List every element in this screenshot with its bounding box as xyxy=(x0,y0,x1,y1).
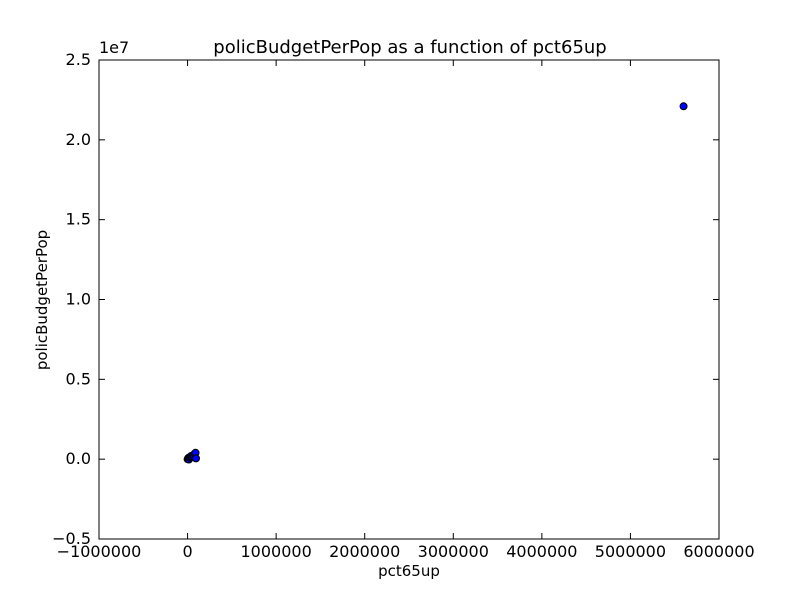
x-tick-label: 6000000 xyxy=(683,542,754,561)
scatter-point xyxy=(191,454,200,463)
x-axis-label: pct65up xyxy=(378,562,440,580)
y-tick-label: 0.0 xyxy=(66,449,91,468)
plot-area xyxy=(98,59,720,540)
points-layer xyxy=(183,102,688,464)
y-tick-label: 1.0 xyxy=(66,290,91,309)
x-tick-label: 4000000 xyxy=(506,542,577,561)
y-tick-label: −0.5 xyxy=(52,529,91,548)
y-tick-label: 2.0 xyxy=(66,130,91,149)
x-tick-label: −1000000 xyxy=(57,542,142,561)
y-axis-offset-label: 1e7 xyxy=(99,38,129,57)
y-tick-label: 0.5 xyxy=(66,369,91,388)
x-tick-label: 0 xyxy=(182,542,192,561)
scatter-point xyxy=(679,102,688,111)
x-tick-label: 2000000 xyxy=(329,542,400,561)
x-tick-label: 1000000 xyxy=(241,542,312,561)
chart-title: policBudgetPerPop as a function of pct65… xyxy=(213,37,606,58)
y-axis-label: policBudgetPerPop xyxy=(33,230,51,370)
ticks-layer: −1000000 0 1000000 2000000 3000000 4000000 500… xyxy=(52,50,754,561)
x-tick-label: 3000000 xyxy=(418,542,489,561)
y-tick-label: 1.5 xyxy=(66,210,91,229)
x-tick-label: 5000000 xyxy=(595,542,666,561)
y-tick-label: 2.5 xyxy=(66,50,91,69)
